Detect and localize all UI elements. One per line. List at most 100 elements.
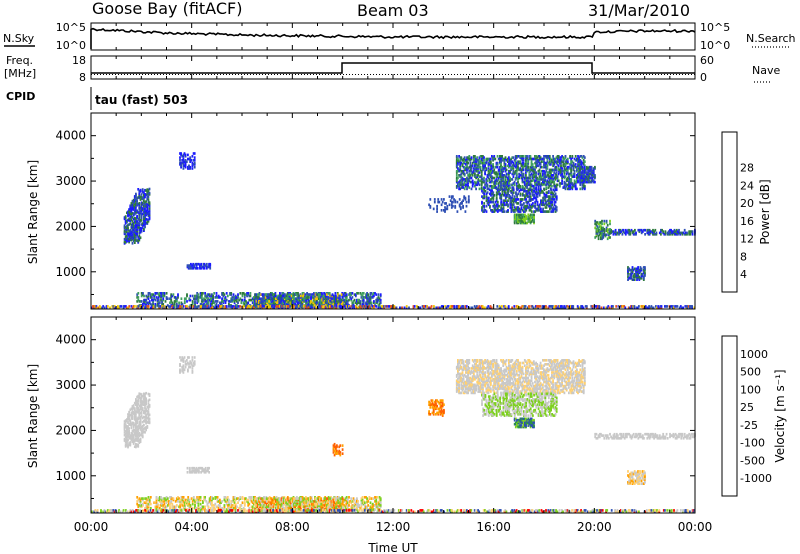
scatter-cell [142,305,144,308]
scatter-cell [480,155,483,158]
scatter-cell [469,168,472,172]
scatter-cell [524,195,526,198]
scatter-cell [522,161,525,165]
scatter-cell [260,297,263,300]
scatter-cell [631,271,634,275]
scatter-cell [190,265,192,269]
scatter-cell [618,233,620,236]
scatter-cell [546,155,549,158]
scatter-cell [688,233,691,236]
scatter-cell [208,293,211,296]
scatter-cell [331,294,334,298]
scatter-cell [560,161,562,165]
scatter-cell [186,265,189,269]
scatter-cell [143,222,145,226]
scatter-cell [126,230,128,234]
scatter-cell [282,301,285,305]
scatter-cell [178,305,180,308]
scatter-cell [213,301,216,305]
scatter-cell [554,184,557,188]
scatter-cell [194,302,196,306]
scatter-cell [225,298,228,302]
scatter-cell [128,239,130,243]
scatter-cell [220,302,222,306]
scatter-cell [135,194,137,197]
scatter-cell [685,306,688,310]
scatter-cell [476,305,478,308]
scatter-cell [560,156,562,159]
scatter-cell [666,233,669,236]
scatter-cell [192,267,195,270]
scatter-cell [554,192,557,196]
scatter-cell [563,175,566,178]
scatter-cell [460,183,463,187]
scatter-cell [605,229,608,232]
scatter-cell [275,300,277,303]
scatter-cell [254,296,257,299]
scatter-cell [515,305,518,308]
scatter-cell [220,301,222,305]
scatter-cell [525,217,527,221]
scatter-cell [460,180,463,184]
scatter-cell [147,188,150,192]
scatter-cell [483,194,486,197]
scatter-cell [131,429,134,433]
scatter-cell [455,155,458,158]
scatter-cell [503,161,506,165]
scatter-cell [492,176,494,180]
scatter-cell [250,298,253,302]
scatter-cell [657,305,660,308]
scatter-cell [146,207,149,210]
scatter-cell [629,272,632,276]
scatter-cell [94,305,97,308]
scatter-cell [296,302,299,306]
scatter-cell [457,167,459,170]
scatter-cell [499,175,501,178]
scatter-cell [517,213,519,217]
scatter-cell [207,301,210,305]
scatter-cell [126,438,128,442]
scatter-cell [254,302,257,306]
scatter-cell [359,305,362,308]
scatter-cell [145,298,148,302]
scatter-cell [148,206,151,210]
scatter-cell [362,301,365,305]
scatter-cell [688,230,691,233]
scatter-cell [318,294,320,298]
scatter-cell [577,163,579,166]
scatter-cell [485,196,488,200]
scatter-cell [500,168,502,172]
scatter-cell [357,292,359,295]
scatter-cell [555,161,558,165]
scatter-cell [290,300,293,303]
scatter-cell [552,164,554,168]
scatter-cell [609,219,611,223]
scatter-cell [582,167,585,170]
scatter-cell [136,420,138,423]
scatter-cell [321,302,324,306]
scatter-cell [500,209,503,212]
scatter-cell [132,204,135,207]
scatter-cell [143,210,145,213]
scatter-cell [531,305,534,308]
scatter-cell [681,233,684,236]
scatter-cell [147,292,150,295]
scatter-cell [175,302,178,306]
scatter-cell [129,437,132,440]
scatter-cell [502,188,505,192]
scatter-cell [547,161,550,165]
scatter-cell [367,294,370,298]
scatter-cell [138,223,141,227]
scatter-cell [521,217,524,221]
scatter-cell [270,301,273,305]
scatter-cell [555,306,558,310]
scatter-cell [508,161,510,165]
scatter-cell [348,298,350,302]
scatter-cell [537,159,540,162]
scatter-cell [326,306,329,310]
scatter-cell [139,198,142,201]
scatter-cell [221,305,223,308]
scatter-cell [356,292,358,295]
scatter-cell [330,301,333,305]
scatter-cell [638,268,641,272]
